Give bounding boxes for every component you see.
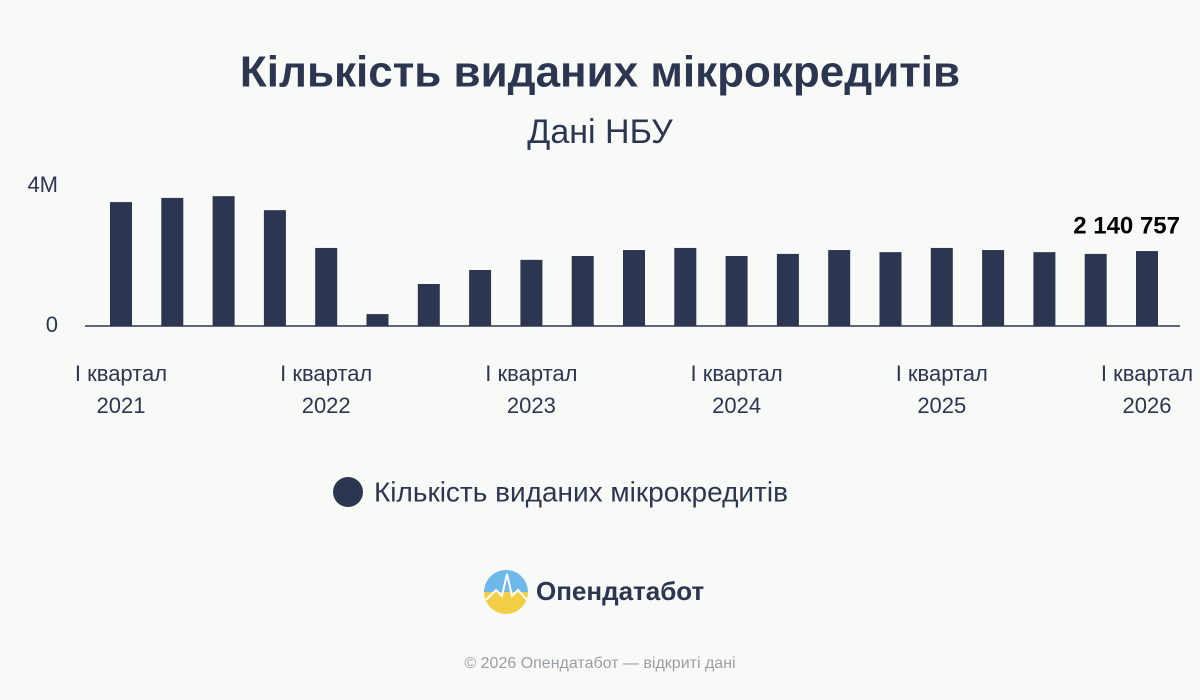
footer: © 2026 Опендатабот — відкриті дані [464, 655, 735, 672]
bar [930, 247, 953, 326]
bar [1033, 252, 1056, 326]
x-tick-label: І квартал 2025 [895, 361, 988, 418]
bar [520, 259, 543, 326]
bar [110, 202, 132, 326]
bar [161, 197, 184, 326]
brand-name: Опендатабот [536, 576, 705, 606]
bar [1084, 253, 1107, 326]
bar [623, 250, 645, 326]
bar [469, 270, 492, 326]
bar [366, 314, 389, 326]
x-tick-label: І квартал 2023 [485, 361, 578, 418]
bar [776, 253, 799, 326]
x-tick-label: І квартал 2022 [280, 361, 373, 418]
bar [725, 256, 748, 326]
bar [879, 252, 902, 326]
value-label: 2 140 757 [1073, 212, 1180, 239]
bar [417, 284, 440, 326]
bar [828, 250, 851, 326]
bar [982, 250, 1005, 326]
y-tick-label: 0 [46, 312, 58, 337]
chart-title: Кількість виданих мікрокредитів [240, 48, 960, 97]
x-tick-label: І квартал 2021 [74, 361, 168, 418]
bar [571, 256, 594, 326]
bar [212, 196, 235, 326]
brand-logo [484, 570, 528, 614]
x-tick-label: І квартал 2026 [1100, 361, 1194, 418]
logo-mark [485, 573, 528, 601]
y-tick-label: 4M [27, 172, 58, 197]
legend-marker [333, 477, 363, 507]
legend-label: Кількість виданих мікрокредитів [374, 476, 788, 507]
x-tick-label: І квартал 2024 [690, 361, 783, 418]
bar [263, 210, 286, 326]
chart-subtitle: Дані НБУ [527, 113, 673, 151]
bar [315, 247, 338, 326]
bar [674, 247, 697, 326]
bar [1136, 251, 1158, 326]
